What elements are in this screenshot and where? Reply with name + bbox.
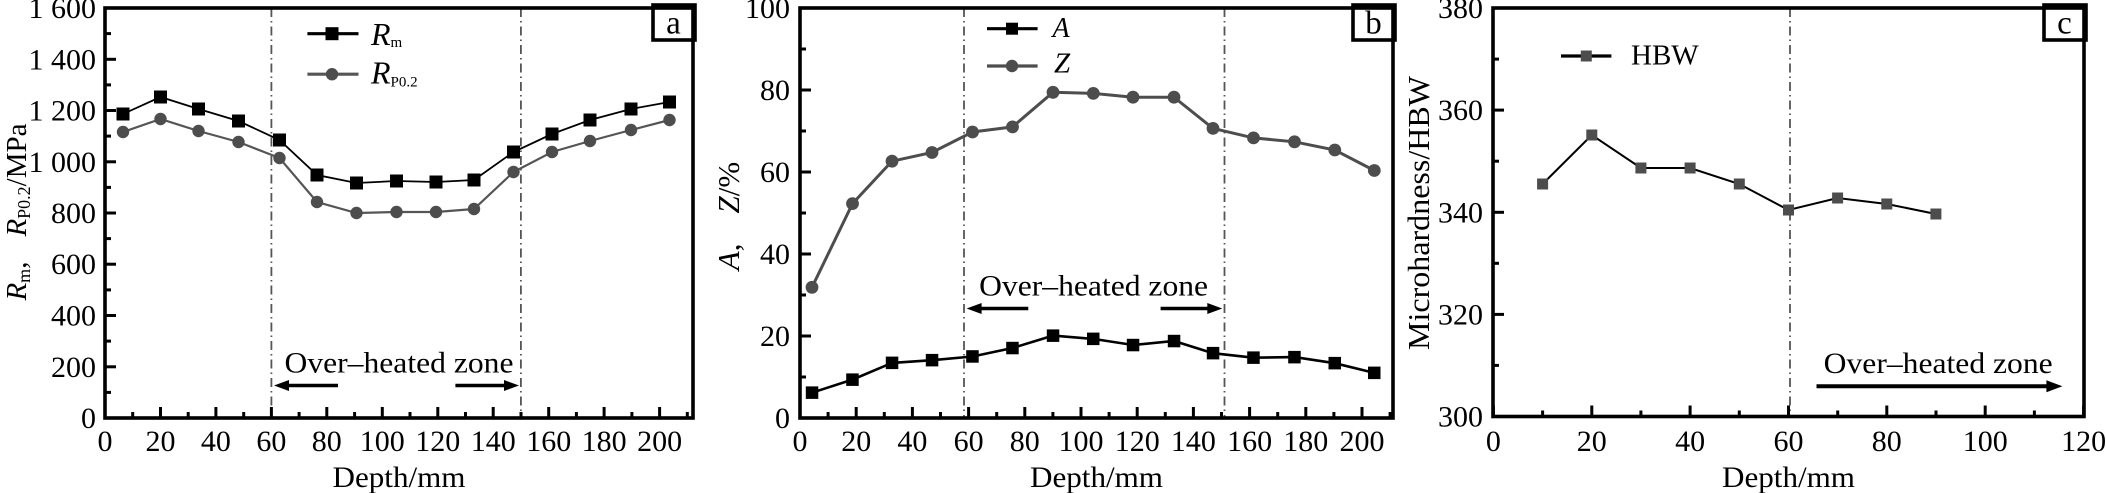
svg-text:160: 160: [1227, 425, 1272, 458]
svg-text:160: 160: [526, 425, 571, 458]
svg-text:60: 60: [256, 425, 286, 458]
svg-text:360: 360: [1438, 94, 1483, 127]
svg-text:100: 100: [1059, 425, 1104, 458]
svg-text:400: 400: [51, 300, 96, 333]
svg-text:80: 80: [1010, 425, 1040, 458]
svg-text:1 200: 1 200: [29, 95, 97, 128]
svg-text:Z: Z: [1054, 48, 1071, 80]
svg-text:40: 40: [1675, 425, 1705, 458]
svg-text:100: 100: [360, 425, 405, 458]
svg-text:0: 0: [81, 402, 96, 435]
svg-text:60: 60: [760, 156, 790, 189]
svg-text:Rm,RP0.2/MPa: Rm,RP0.2/MPa: [1, 123, 34, 301]
svg-text:80: 80: [1872, 425, 1902, 458]
svg-text:b: b: [1365, 6, 1382, 42]
svg-text:Over–heated zone: Over–heated zone: [1824, 347, 2053, 380]
svg-text:1 600: 1 600: [29, 0, 97, 25]
svg-text:320: 320: [1438, 298, 1483, 331]
svg-text:a: a: [666, 6, 681, 42]
svg-text:100: 100: [1963, 425, 2008, 458]
svg-text:0: 0: [98, 425, 113, 458]
svg-text:200: 200: [51, 351, 96, 384]
svg-text:80: 80: [312, 425, 342, 458]
svg-text:200: 200: [1340, 425, 1385, 458]
svg-text:A,Z/%: A,Z/%: [711, 162, 746, 272]
svg-text:40: 40: [897, 425, 927, 458]
svg-text:180: 180: [582, 425, 627, 458]
svg-text:120: 120: [2061, 425, 2106, 458]
svg-text:40: 40: [201, 425, 231, 458]
svg-text:0: 0: [793, 425, 808, 458]
svg-text:Over–heated zone: Over–heated zone: [979, 270, 1208, 303]
svg-text:180: 180: [1283, 425, 1328, 458]
svg-text:800: 800: [51, 197, 96, 230]
svg-text:20: 20: [760, 320, 790, 353]
svg-text:40: 40: [760, 238, 790, 271]
svg-text:120: 120: [415, 425, 460, 458]
svg-text:Depth/mm: Depth/mm: [1030, 461, 1163, 493]
svg-text:140: 140: [471, 425, 516, 458]
svg-text:60: 60: [1774, 425, 1804, 458]
svg-text:380: 380: [1438, 0, 1483, 25]
svg-text:600: 600: [51, 248, 96, 281]
svg-text:80: 80: [760, 74, 790, 107]
svg-text:0: 0: [775, 402, 790, 435]
svg-text:20: 20: [841, 425, 871, 458]
svg-text:1 400: 1 400: [29, 43, 97, 76]
svg-text:60: 60: [954, 425, 984, 458]
svg-text:Depth/mm: Depth/mm: [333, 461, 466, 493]
svg-text:300: 300: [1438, 401, 1483, 434]
svg-text:c: c: [2057, 6, 2072, 42]
svg-text:20: 20: [146, 425, 176, 458]
svg-text:200: 200: [637, 425, 682, 458]
svg-text:100: 100: [745, 0, 790, 25]
svg-text:Rm: Rm: [370, 16, 403, 52]
svg-text:1 000: 1 000: [29, 146, 97, 179]
svg-text:Depth/mm: Depth/mm: [1722, 461, 1855, 493]
svg-text:0: 0: [1486, 425, 1501, 458]
svg-text:RP0.2: RP0.2: [370, 55, 418, 91]
svg-text:140: 140: [1171, 425, 1216, 458]
svg-text:Over–heated zone: Over–heated zone: [285, 347, 514, 380]
svg-text:HBW: HBW: [1631, 40, 1699, 72]
svg-text:Microhardness/HBW: Microhardness/HBW: [1401, 75, 1436, 350]
svg-text:20: 20: [1577, 425, 1607, 458]
svg-text:A: A: [1051, 13, 1071, 44]
svg-text:120: 120: [1115, 425, 1160, 458]
svg-text:340: 340: [1438, 196, 1483, 229]
